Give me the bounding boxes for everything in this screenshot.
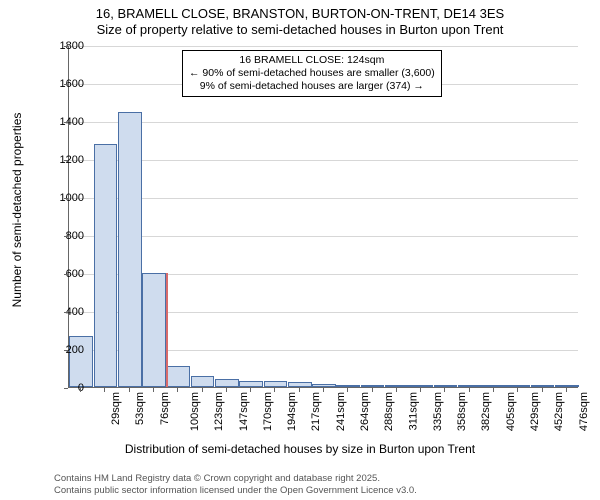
histogram-bar — [531, 385, 555, 387]
xtick-mark — [80, 388, 81, 392]
xtick-mark — [347, 388, 348, 392]
xtick-label: 147sqm — [238, 392, 250, 431]
xtick-mark — [299, 388, 300, 392]
ytick-mark — [64, 236, 68, 237]
histogram-bar — [288, 382, 312, 387]
histogram-bar — [312, 384, 336, 387]
xtick-mark — [177, 388, 178, 392]
xtick-mark — [469, 388, 470, 392]
xtick-mark — [129, 388, 130, 392]
histogram-bar — [336, 385, 360, 387]
ytick-mark — [64, 84, 68, 85]
xtick-label: 405sqm — [505, 392, 517, 431]
footer-line-2: Contains public sector information licen… — [54, 485, 417, 496]
histogram-bar — [506, 385, 530, 387]
xtick-mark — [153, 388, 154, 392]
histogram-bar — [191, 376, 215, 387]
xtick-mark — [396, 388, 397, 392]
xtick-label: 429sqm — [529, 392, 541, 431]
xtick-label: 170sqm — [262, 392, 274, 431]
histogram-bar — [434, 385, 458, 387]
histogram-bar — [385, 385, 409, 387]
xtick-mark — [274, 388, 275, 392]
xtick-label: 452sqm — [553, 392, 565, 431]
annotation-line-3: 9% of semi-detached houses are larger (3… — [189, 80, 435, 93]
x-axis-label: Distribution of semi-detached houses by … — [0, 442, 600, 456]
annotation-box: 16 BRAMELL CLOSE: 124sqm← 90% of semi-de… — [182, 50, 442, 97]
xtick-label: 76sqm — [159, 392, 171, 425]
histogram-bar — [215, 379, 239, 387]
title-line-2: Size of property relative to semi-detach… — [0, 22, 600, 37]
histogram-bar — [361, 385, 385, 387]
histogram-bar — [166, 366, 190, 387]
gridline — [69, 198, 578, 199]
xtick-mark — [517, 388, 518, 392]
xtick-mark — [372, 388, 373, 392]
xtick-label: 264sqm — [359, 392, 371, 431]
xtick-label: 288sqm — [383, 392, 395, 431]
xtick-mark — [542, 388, 543, 392]
y-axis-label: Number of semi-detached properties — [10, 113, 24, 308]
histogram-bar — [409, 385, 433, 387]
xtick-mark — [202, 388, 203, 392]
ytick-mark — [64, 122, 68, 123]
title-line-1: 16, BRAMELL CLOSE, BRANSTON, BURTON-ON-T… — [0, 6, 600, 21]
annotation-line-1: 16 BRAMELL CLOSE: 124sqm — [189, 54, 435, 67]
xtick-label: 476sqm — [578, 392, 590, 431]
ytick-mark — [64, 198, 68, 199]
xtick-mark — [444, 388, 445, 392]
histogram-bar — [458, 385, 482, 387]
xtick-label: 53sqm — [134, 392, 146, 425]
xtick-label: 217sqm — [311, 392, 323, 431]
xtick-mark — [250, 388, 251, 392]
xtick-mark — [566, 388, 567, 392]
gridline — [69, 160, 578, 161]
xtick-mark — [420, 388, 421, 392]
xtick-mark — [104, 388, 105, 392]
histogram-bar — [264, 381, 288, 387]
xtick-label: 382sqm — [481, 392, 493, 431]
histogram-bar — [555, 385, 579, 387]
ytick-mark — [64, 160, 68, 161]
property-marker-line — [166, 273, 168, 387]
ytick-mark — [64, 350, 68, 351]
xtick-mark — [493, 388, 494, 392]
ytick-mark — [64, 46, 68, 47]
ytick-mark — [64, 274, 68, 275]
histogram-bar — [482, 385, 506, 387]
xtick-label: 241sqm — [335, 392, 347, 431]
histogram-bar — [118, 112, 142, 388]
xtick-mark — [323, 388, 324, 392]
xtick-label: 194sqm — [286, 392, 298, 431]
ytick-mark — [64, 312, 68, 313]
xtick-label: 123sqm — [213, 392, 225, 431]
gridline — [69, 236, 578, 237]
chart-title-block: 16, BRAMELL CLOSE, BRANSTON, BURTON-ON-T… — [0, 0, 600, 37]
annotation-line-2: ← 90% of semi-detached houses are smalle… — [189, 67, 435, 80]
ytick-mark — [64, 388, 68, 389]
xtick-label: 311sqm — [407, 392, 419, 430]
footer-line-1: Contains HM Land Registry data © Crown c… — [54, 473, 417, 484]
gridline — [69, 122, 578, 123]
xtick-label: 358sqm — [456, 392, 468, 431]
histogram-bar — [239, 381, 263, 387]
footer-attribution: Contains HM Land Registry data © Crown c… — [54, 473, 417, 496]
histogram-bar — [142, 273, 166, 387]
gridline — [69, 46, 578, 47]
xtick-label: 335sqm — [432, 392, 444, 431]
xtick-mark — [226, 388, 227, 392]
xtick-label: 100sqm — [189, 392, 201, 431]
xtick-label: 29sqm — [110, 392, 122, 425]
histogram-bar — [94, 144, 118, 387]
